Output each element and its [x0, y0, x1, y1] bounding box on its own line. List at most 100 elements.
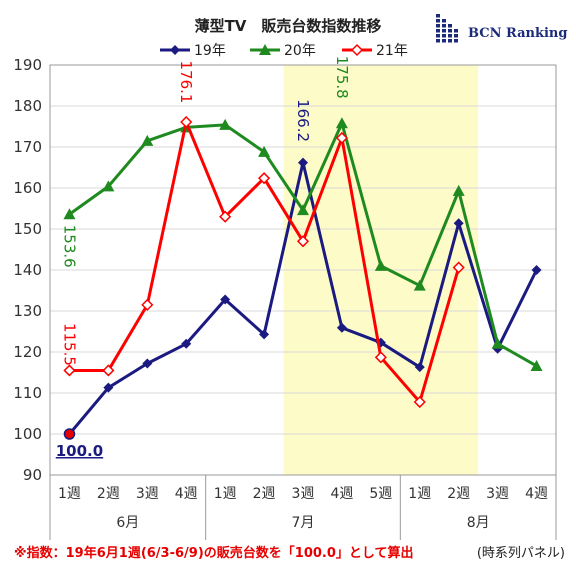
data-point	[452, 184, 465, 196]
bcn-logo: BCN Ranking	[436, 14, 567, 43]
origin-point	[63, 428, 76, 440]
footnote: ※指数：19年6月1週(6/3-6/9)の販売台数を「100.0」として算出	[14, 545, 414, 561]
x-tick-label: 3週	[292, 486, 315, 502]
data-point	[181, 338, 192, 349]
series-lines	[63, 115, 543, 440]
x-tick-label: 2週	[97, 486, 120, 502]
y-tick-label: 90	[23, 466, 42, 484]
data-label: 115.5	[60, 323, 78, 366]
data-point	[219, 210, 232, 223]
data-point	[220, 294, 231, 305]
logo-mark	[442, 19, 446, 23]
logo-mark	[436, 34, 440, 38]
data-point	[259, 44, 271, 55]
x-tick-label: 1週	[58, 486, 81, 502]
month-label: 6月	[116, 515, 139, 531]
y-tick-label: 110	[13, 384, 42, 402]
logo-mark	[436, 19, 440, 23]
logo-mark	[436, 39, 440, 43]
data-label: 153.6	[60, 225, 78, 268]
y-tick-label: 120	[13, 343, 42, 361]
chart-title: 薄型TV 販売台数指数推移	[195, 17, 382, 35]
logo-mark	[436, 14, 440, 18]
data-point	[298, 157, 308, 168]
data-point	[258, 145, 271, 157]
legend-item: 19年	[160, 43, 226, 59]
data-point	[374, 351, 387, 364]
data-point	[102, 180, 115, 192]
data-point	[350, 43, 364, 57]
series-21年	[63, 115, 465, 409]
data-point	[141, 134, 154, 146]
data-point	[142, 358, 153, 369]
logo-mark	[448, 24, 452, 28]
x-tick-label: 1週	[408, 486, 431, 502]
x-tick-label: 4週	[525, 486, 548, 502]
data-point	[453, 218, 464, 229]
data-point	[219, 118, 232, 130]
logo-mark	[442, 39, 446, 43]
x-tick-label: 2週	[447, 486, 470, 502]
data-point	[296, 235, 310, 248]
logo-mark	[442, 24, 446, 28]
legend: 19年 20年 21年	[160, 43, 408, 59]
data-point	[335, 131, 348, 145]
data-point	[102, 364, 115, 377]
data-point	[259, 329, 270, 340]
logo-mark	[448, 29, 452, 33]
legend-label: 20年	[284, 43, 316, 59]
x-tick-label: 2週	[253, 486, 276, 502]
y-tick-label: 100	[13, 425, 42, 443]
y-tick-label: 160	[13, 179, 42, 197]
data-point	[180, 115, 193, 129]
legend-label: 19年	[194, 43, 226, 59]
y-tick-label: 170	[13, 138, 42, 156]
data-point	[414, 362, 425, 373]
data-point	[297, 204, 309, 216]
data-point	[258, 172, 271, 185]
data-point	[531, 265, 542, 275]
logo-mark	[454, 39, 458, 43]
logo-text: BCN Ranking	[468, 26, 567, 41]
data-point	[336, 322, 347, 333]
legend-label: 21年	[376, 43, 408, 59]
data-label: 175.8	[333, 56, 351, 99]
legend-item: 21年	[342, 43, 408, 59]
x-tick-label: 5週	[369, 486, 392, 502]
panel-note: (時系列パネル)	[477, 546, 565, 561]
data-label: 166.2	[294, 99, 312, 142]
data-point	[491, 337, 504, 349]
data-point	[530, 359, 543, 371]
x-tick-label: 4週	[175, 486, 198, 502]
y-tick-label: 140	[13, 261, 42, 279]
y-tick-label: 180	[13, 97, 42, 115]
x-tick-label: 4週	[330, 486, 353, 502]
data-label: 100.0	[56, 442, 103, 460]
month-label: 7月	[292, 515, 315, 531]
logo-mark	[442, 34, 446, 38]
data-point	[103, 382, 114, 393]
logo-mark	[454, 29, 458, 33]
y-tick-label: 150	[13, 220, 42, 238]
data-point	[141, 298, 154, 311]
logo-mark	[442, 29, 446, 33]
data-labels: 100.0 153.6 115.5 176.1 166.2 175.8	[56, 56, 351, 460]
logo-mark	[448, 39, 452, 43]
data-point	[413, 279, 426, 291]
logo-mark	[454, 34, 458, 38]
x-axis: 1週 2週 3週 4週 1週 2週 3週 4週 5週 1週 2週 3週 4週 6月 7月 8月	[49, 475, 557, 540]
data-point	[170, 45, 180, 55]
logo-mark	[436, 24, 440, 28]
legend-item: 20年	[250, 43, 316, 59]
y-axis-ticks: 90 100 110 120 130 140 150 160 170 180 190	[13, 56, 42, 484]
logo-mark	[448, 34, 452, 38]
data-point	[335, 117, 348, 129]
x-tick-label: 3週	[136, 486, 159, 502]
data-point	[63, 208, 76, 220]
data-point	[413, 395, 426, 409]
data-point	[63, 364, 76, 377]
month-label: 8月	[467, 515, 490, 531]
y-tick-label: 190	[13, 56, 42, 74]
x-tick-label: 1週	[214, 486, 237, 502]
